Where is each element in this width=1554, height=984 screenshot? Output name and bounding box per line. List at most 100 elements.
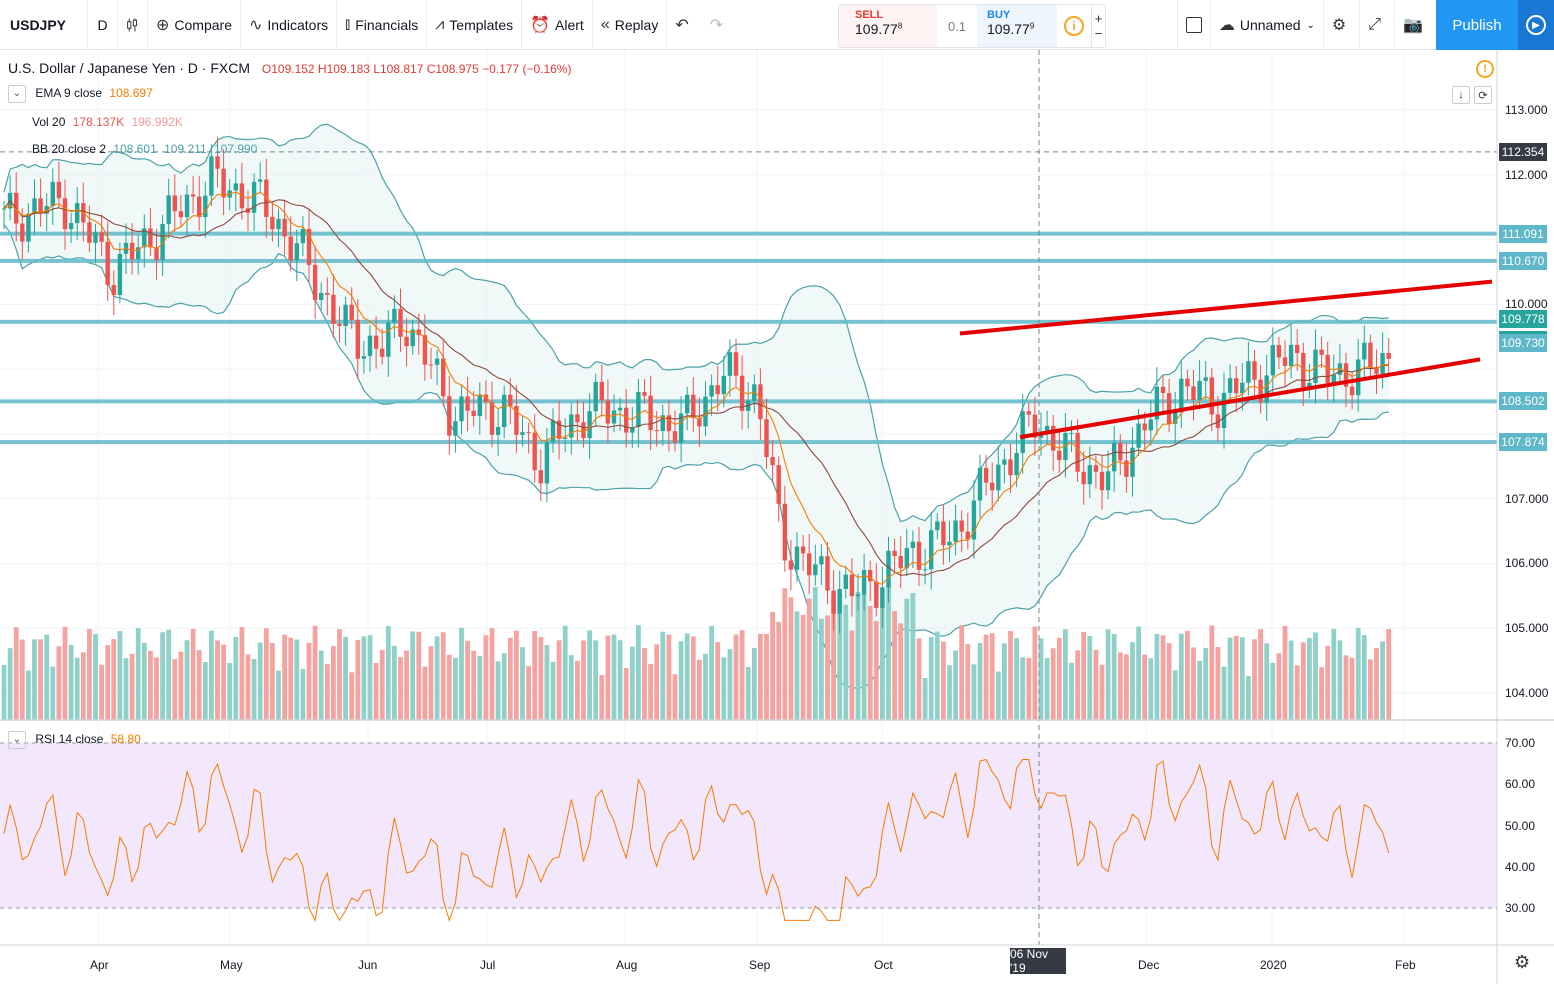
volume-bar [1166,643,1172,720]
volume-bar [1215,647,1221,720]
volume-bar [7,648,13,720]
undo-button[interactable]: ↶ [667,0,701,50]
volume-bar [739,630,745,720]
candle-body [373,335,379,349]
interval-button[interactable]: D [88,0,118,50]
sell-button[interactable]: SELL 109.778 [839,5,937,47]
volume-bar [843,604,849,720]
stream-button[interactable]: ▶ [1518,0,1554,50]
chevron-down-icon[interactable]: ⌄ [8,85,26,103]
volume-bar [471,650,477,720]
volume-bar [507,637,513,720]
candle-body [1209,377,1214,415]
replay-button[interactable]: « Replay [593,0,668,50]
volume-bar [184,640,190,720]
volume-bar [80,652,86,720]
volume-bar [13,627,19,720]
reset-scale-button[interactable]: ⟳ [1474,86,1492,104]
candle-body [1368,342,1373,368]
ema-line [3,191,1389,585]
candle-body [1124,460,1129,477]
arrow-down-icon: ↓ [1458,89,1464,101]
volume-bar [355,639,361,720]
candles-icon[interactable] [118,0,148,50]
trend-channel[interactable] [959,279,1493,440]
candle-body [319,292,324,300]
layout-menu[interactable]: ☁ Unnamed ⌄ [1209,0,1323,50]
candle-body [788,560,794,570]
candle-body [1356,359,1361,396]
volume-bar [971,664,977,720]
volume-bar [19,639,25,720]
date-tick: Feb [1395,958,1416,972]
legend-bb[interactable]: BB 20 close 2 108.601 109.211 107.990 [32,142,257,156]
candle-body [87,222,92,243]
trade-info-button[interactable]: i [1057,5,1091,47]
candle-body [721,375,726,395]
candle-body [624,407,629,433]
price-tag: 109.778 [1499,309,1547,328]
volume-bar [1246,676,1251,720]
legend-ema[interactable]: ⌄ EMA 9 close 108.697 [8,85,153,103]
buy-label: BUY [987,9,1011,21]
volume-bar [1130,642,1135,720]
candle-body [1234,378,1239,394]
alert-button[interactable]: ⏰ Alert [522,0,593,50]
candle-body [367,335,373,357]
symbol-search[interactable]: USDJPY [0,0,88,50]
volume-bar [806,598,812,720]
candle-body [1246,361,1251,383]
candle-body [648,395,653,431]
financials-button[interactable]: ⫾ Financials [337,0,428,50]
candle-body [410,329,415,347]
warning-icon[interactable]: ! [1476,60,1494,78]
volume-bar [392,645,397,720]
templates-label: Templates [449,16,514,33]
volume-bar [416,631,422,720]
volume-bar [965,644,971,720]
volume-bar [636,625,641,720]
volume-bar [587,630,592,720]
publish-button[interactable]: Publish [1436,0,1518,50]
candle-body [355,319,360,359]
legend-vol[interactable]: Vol 20 178.137K 196.992K [32,115,183,129]
volume-bar [1185,630,1190,720]
fullscreen-button[interactable]: ⤢ [1359,0,1394,50]
settings-button[interactable]: ⚙ [1322,0,1359,50]
snapshot-button[interactable]: 📷 [1394,0,1436,50]
candle-body [209,156,214,196]
plus-icon[interactable]: + [1094,11,1103,26]
scroll-to-realtime-button[interactable]: ↓ [1452,86,1470,104]
candle-body [1148,419,1153,431]
price-tick: 110.000 [1505,297,1548,312]
volume-bar [1124,654,1129,720]
templates-button[interactable]: ⩘ Templates [427,0,523,50]
indicators-button[interactable]: ∿ Indicators [241,0,338,50]
chart-canvas[interactable] [0,50,1554,984]
compare-button[interactable]: ⊕ Compare [148,0,241,50]
quantity-stepper[interactable]: + − [1091,5,1105,47]
volume-bar [1361,635,1367,720]
bb-upper [3,123,1389,523]
square-icon [1185,17,1202,33]
candle-body [148,228,153,248]
candle-body [93,232,98,243]
volume-bar [190,629,196,720]
candle-body [1,208,7,210]
redo-button[interactable]: ↷ [702,0,736,50]
legend-rsi[interactable]: ⌄ RSI 14 close 58.80 [8,731,141,749]
chevron-down-icon[interactable]: ⌄ [8,731,26,749]
volume-bar [800,614,806,720]
volume-bar [648,663,653,720]
select-all-checkbox[interactable] [1176,0,1210,50]
volume-bar [782,588,788,720]
volume-bar [501,653,507,720]
volume-bar [270,642,275,720]
minus-icon[interactable]: − [1094,26,1103,41]
volume-bar [44,634,50,720]
volume-bar [160,632,165,720]
price-tag: 108.502 [1499,392,1547,411]
gear-icon[interactable]: ⚙ [1514,952,1531,972]
price-tick: 112.000 [1505,167,1548,182]
buy-button[interactable]: BUY 109.779 [977,5,1057,47]
